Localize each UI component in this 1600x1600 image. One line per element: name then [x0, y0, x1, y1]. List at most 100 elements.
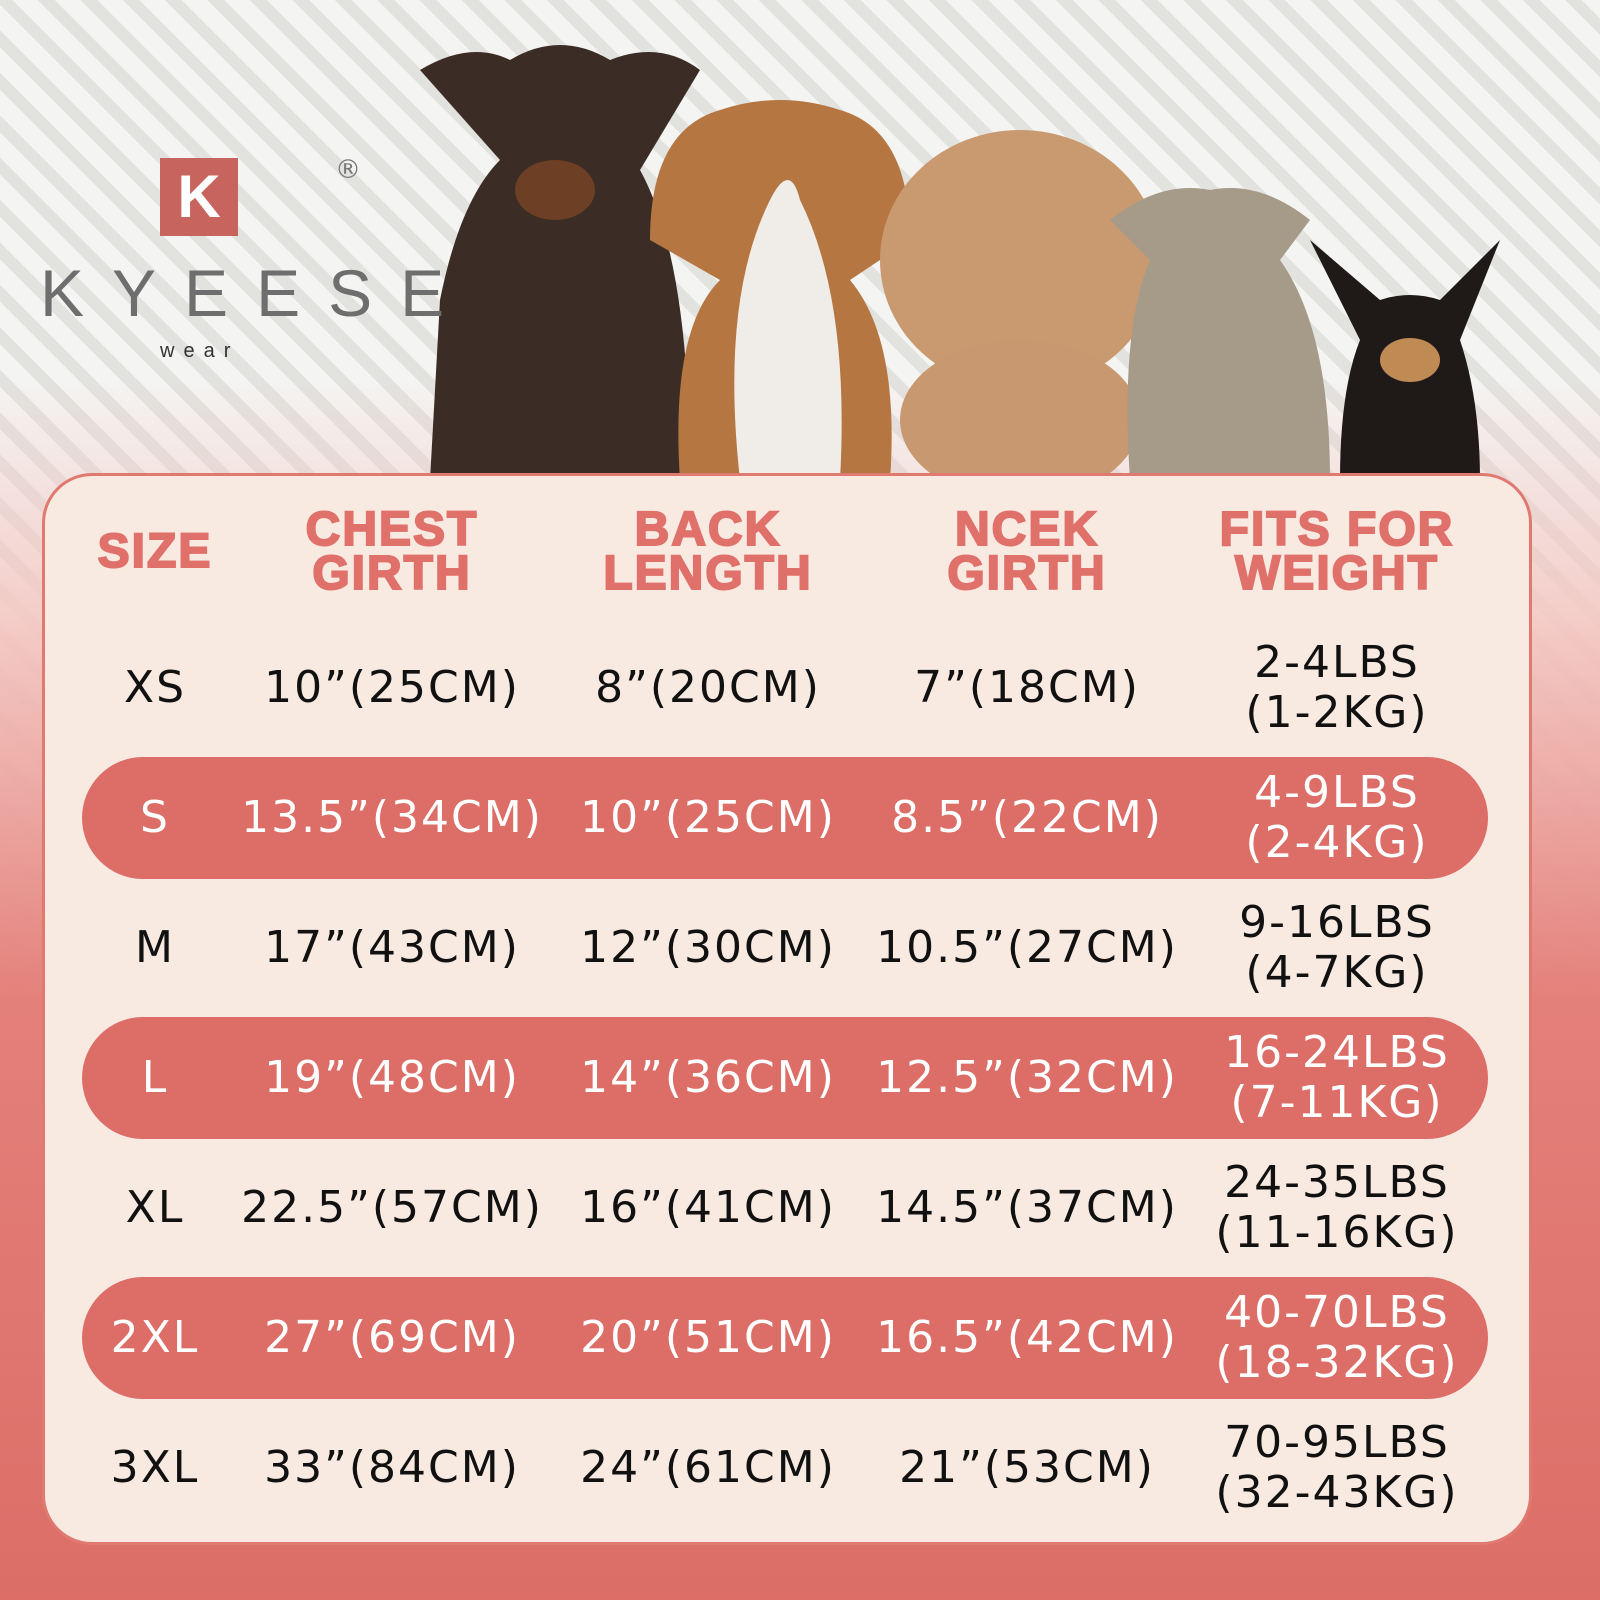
beagle — [650, 100, 910, 480]
cell-line: 10”(25CM) — [264, 662, 520, 713]
table-cell: 10”(25CM) — [264, 663, 520, 713]
cell-line: (1-2KG) — [1245, 687, 1429, 738]
table-cell: M — [135, 923, 175, 973]
cell-line: 13.5”(34CM) — [241, 792, 543, 843]
cell-line: CHEST — [305, 503, 479, 556]
registered-mark: ® — [335, 155, 361, 185]
poodle — [880, 130, 1160, 480]
brand-name: KYEESE — [40, 256, 473, 330]
cell-line: 3XL — [110, 1442, 200, 1493]
cell-line: 16”(41CM) — [580, 1182, 836, 1233]
cell-line: (7-11KG) — [1230, 1077, 1444, 1128]
table-cell: 12.5”(32CM) — [876, 1053, 1178, 1103]
cell-line: 70-95LBS — [1224, 1417, 1450, 1468]
cell-line: 2XL — [110, 1312, 200, 1363]
row-highlight — [82, 757, 1488, 879]
cell-line: XS — [123, 662, 187, 713]
table-cell: 8.5”(22CM) — [891, 793, 1163, 843]
table-cell: 14”(36CM) — [580, 1053, 836, 1103]
header-cell: NCEK GIRTH — [946, 503, 1107, 600]
cell-line: 17”(43CM) — [264, 922, 520, 973]
cell-line: GIRTH — [311, 547, 472, 600]
header-cell: SIZE — [97, 525, 213, 578]
cell-line: 2-4LBS — [1254, 637, 1420, 688]
table-cell: 2XL — [111, 1313, 200, 1363]
cell-line: WEIGHT — [1234, 547, 1439, 600]
table-cell: 21”(53CM) — [899, 1443, 1155, 1493]
cell-line: 14.5”(37CM) — [876, 1182, 1178, 1233]
cell-line: 4-9LBS — [1254, 767, 1420, 818]
table-cell: 70-95LBS (32-43KG) — [1215, 1418, 1458, 1518]
cell-line: SIZE — [97, 525, 213, 578]
cell-line: 9-16LBS — [1239, 897, 1435, 948]
table-cell: L — [142, 1053, 169, 1103]
cell-line: XL — [125, 1182, 185, 1233]
table-cell: 17”(43CM) — [264, 923, 520, 973]
table-cell: 33”(84CM) — [264, 1443, 520, 1493]
cell-line: (11-16KG) — [1215, 1207, 1459, 1258]
cell-line: 40-70LBS — [1224, 1287, 1450, 1338]
table-cell: 4-9LBS (2-4KG) — [1245, 768, 1428, 868]
cell-line: M — [135, 922, 175, 973]
cell-line: 10.5”(27CM) — [876, 922, 1178, 973]
cell-line: 24”(61CM) — [580, 1442, 836, 1493]
table-cell: 10”(25CM) — [580, 793, 836, 843]
cell-line: 7”(18CM) — [914, 662, 1140, 713]
table-cell: 9-16LBS (4-7KG) — [1239, 898, 1435, 998]
dogs-illustration — [420, 45, 1500, 480]
cell-line: (32-43KG) — [1215, 1467, 1459, 1518]
cell-line: GIRTH — [946, 547, 1107, 600]
terrier — [1110, 188, 1330, 480]
cell-line: 8.5”(22CM) — [891, 792, 1163, 843]
table-cell: 16.5”(42CM) — [876, 1313, 1178, 1363]
cell-line: 21”(53CM) — [899, 1442, 1155, 1493]
table-cell: 13.5”(34CM) — [241, 793, 543, 843]
table-cell: 22.5”(57CM) — [241, 1183, 543, 1233]
table-cell: 2-4LBS (1-2KG) — [1245, 638, 1428, 738]
cell-line: 10”(25CM) — [580, 792, 836, 843]
cell-line: 19”(48CM) — [264, 1052, 520, 1103]
table-cell: 12”(30CM) — [580, 923, 836, 973]
cell-line: (18-32KG) — [1215, 1337, 1459, 1388]
cell-line: 24-35LBS — [1224, 1157, 1450, 1208]
cell-line: L — [141, 1052, 169, 1103]
cell-line: 12.5”(32CM) — [876, 1052, 1178, 1103]
header-cell: BACK LENGTH — [602, 503, 813, 600]
brand-sub: wear — [160, 340, 240, 362]
cell-line: 20”(51CM) — [580, 1312, 836, 1363]
table-cell: 16”(41CM) — [580, 1183, 836, 1233]
cell-line: (2-4KG) — [1245, 817, 1429, 868]
cell-line: 8”(20CM) — [595, 662, 821, 713]
table-cell: 19”(48CM) — [264, 1053, 520, 1103]
table-cell: 16-24LBS (7-11KG) — [1224, 1028, 1450, 1128]
cell-line: 22.5”(57CM) — [241, 1182, 543, 1233]
cell-line: S — [140, 792, 170, 843]
cell-line: BACK — [634, 503, 782, 556]
cell-line: FITS FOR — [1219, 503, 1455, 556]
table-cell: XL — [126, 1183, 185, 1233]
table-cell: S — [140, 793, 170, 843]
table-cell: 14.5”(37CM) — [876, 1183, 1178, 1233]
table-cell: 10.5”(27CM) — [876, 923, 1178, 973]
table-cell: 3XL — [111, 1443, 200, 1493]
cell-line: 14”(36CM) — [580, 1052, 836, 1103]
table-cell: 24-35LBS (11-16KG) — [1215, 1158, 1458, 1258]
table-cell: 24”(61CM) — [580, 1443, 836, 1493]
table-cell: 27”(69CM) — [264, 1313, 520, 1363]
header-cell: CHEST GIRTH — [305, 503, 479, 600]
table-cell: 20”(51CM) — [580, 1313, 836, 1363]
table-cell: 40-70LBS (18-32KG) — [1215, 1288, 1458, 1388]
row-highlight — [82, 1277, 1488, 1399]
cell-line: (4-7KG) — [1245, 947, 1429, 998]
cell-line: NCEK — [954, 503, 1100, 556]
logo-mark: K — [160, 158, 238, 236]
header-cell: FITS FOR WEIGHT — [1219, 503, 1455, 600]
cell-line: LENGTH — [602, 547, 813, 600]
cell-line: 16-24LBS — [1224, 1027, 1450, 1078]
cell-line: 12”(30CM) — [580, 922, 836, 973]
table-cell: 8”(20CM) — [595, 663, 821, 713]
doberman — [420, 45, 700, 480]
row-highlight — [82, 1017, 1488, 1139]
table-cell: 7”(18CM) — [914, 663, 1140, 713]
